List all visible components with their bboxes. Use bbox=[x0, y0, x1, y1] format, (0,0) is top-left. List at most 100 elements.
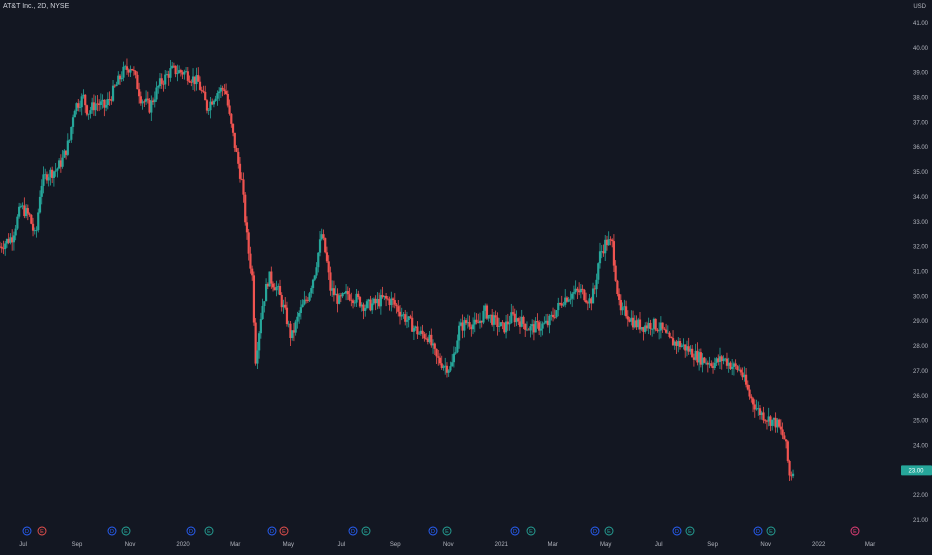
earnings-marker[interactable]: E bbox=[121, 526, 131, 536]
candle bbox=[325, 246, 329, 264]
price-axis[interactable]: 41.00 40.00 39.00 38.00 37.00 36.00 35.00 34.00… bbox=[913, 21, 929, 524]
candle bbox=[78, 100, 82, 112]
candle bbox=[628, 316, 631, 323]
earnings-marker[interactable]: E bbox=[526, 526, 536, 536]
candle bbox=[501, 320, 504, 330]
candle bbox=[654, 318, 657, 332]
candle bbox=[237, 148, 240, 169]
candle bbox=[42, 166, 45, 194]
candle bbox=[204, 85, 207, 101]
candle bbox=[292, 323, 296, 342]
candle bbox=[595, 273, 598, 298]
candle bbox=[532, 319, 536, 341]
candle bbox=[124, 64, 127, 70]
candle bbox=[207, 107, 210, 115]
candle bbox=[89, 106, 92, 119]
candle bbox=[503, 322, 506, 334]
x-tick-label: Sep bbox=[72, 542, 83, 548]
candle bbox=[51, 166, 54, 184]
candle bbox=[285, 301, 289, 327]
candle bbox=[268, 271, 271, 287]
candle bbox=[548, 314, 551, 334]
dividend-marker[interactable]: D bbox=[428, 526, 438, 536]
earnings-marker[interactable]: E bbox=[279, 526, 289, 536]
candle bbox=[275, 280, 278, 297]
earnings-marker[interactable]: E bbox=[685, 526, 695, 536]
candle bbox=[353, 299, 356, 307]
candle bbox=[524, 323, 527, 337]
candle bbox=[318, 230, 322, 257]
candle bbox=[146, 91, 149, 104]
candle bbox=[139, 91, 142, 106]
earnings-marker[interactable]: E bbox=[850, 526, 860, 536]
dividend-marker[interactable]: D bbox=[348, 526, 358, 536]
dividend-marker[interactable]: D bbox=[510, 526, 520, 536]
candle bbox=[765, 419, 769, 430]
candle bbox=[84, 94, 87, 113]
x-tick-label: Mar bbox=[230, 542, 240, 548]
last-price-badge bbox=[901, 465, 932, 476]
earnings-marker[interactable]: E bbox=[442, 526, 452, 536]
candle bbox=[287, 320, 290, 328]
candle bbox=[525, 321, 529, 332]
dividend-marker[interactable]: D bbox=[107, 526, 117, 536]
dividend-marker[interactable]: D bbox=[186, 526, 196, 536]
earnings-marker[interactable]: E bbox=[361, 526, 371, 536]
candle bbox=[738, 364, 741, 372]
candle bbox=[244, 192, 247, 226]
candle bbox=[746, 380, 749, 391]
candle bbox=[762, 406, 765, 424]
candle bbox=[183, 69, 186, 80]
earnings-marker[interactable]: E bbox=[37, 526, 47, 536]
candle bbox=[732, 361, 736, 376]
candle bbox=[188, 75, 191, 83]
earnings-marker[interactable]: E bbox=[204, 526, 214, 536]
dividend-marker[interactable]: D bbox=[22, 526, 32, 536]
candle bbox=[529, 323, 532, 338]
candle bbox=[331, 280, 334, 297]
candle bbox=[562, 301, 565, 307]
candles-layer bbox=[0, 58, 795, 481]
x-tick-label: May bbox=[600, 542, 611, 548]
candle bbox=[703, 356, 706, 364]
candle bbox=[218, 87, 221, 101]
earnings-marker[interactable]: E bbox=[604, 526, 614, 536]
candle bbox=[426, 336, 429, 345]
candle bbox=[484, 303, 487, 319]
candle bbox=[600, 244, 603, 259]
dividend-marker[interactable]: D bbox=[590, 526, 600, 536]
candle bbox=[630, 310, 633, 326]
time-axis[interactable]: Jul Sep Nov 2020 Mar May Jul Sep Nov 2021 Mar May Ju… bbox=[19, 542, 875, 548]
candle bbox=[148, 98, 151, 114]
svg-text:D: D bbox=[270, 529, 274, 535]
candle bbox=[270, 266, 273, 289]
candle bbox=[722, 355, 725, 365]
candle bbox=[231, 123, 235, 137]
candle bbox=[365, 299, 369, 310]
candle bbox=[245, 216, 249, 240]
candle bbox=[626, 310, 629, 327]
candle bbox=[393, 293, 396, 309]
x-tick-label: Sep bbox=[707, 542, 718, 548]
candle bbox=[162, 80, 165, 92]
candle bbox=[591, 282, 595, 304]
candle bbox=[91, 97, 94, 114]
candle bbox=[638, 311, 642, 334]
svg-text:D: D bbox=[189, 529, 193, 535]
candle bbox=[143, 99, 146, 108]
candle bbox=[435, 348, 438, 365]
candle bbox=[569, 291, 572, 305]
candle bbox=[30, 214, 33, 225]
dividend-marker[interactable]: D bbox=[753, 526, 763, 536]
candle bbox=[713, 357, 716, 371]
candle bbox=[489, 314, 492, 323]
earnings-marker[interactable]: E bbox=[766, 526, 776, 536]
candle bbox=[583, 288, 586, 302]
dividend-marker[interactable]: D bbox=[267, 526, 277, 536]
candle bbox=[193, 76, 196, 92]
candle bbox=[174, 65, 177, 78]
dividend-marker[interactable]: D bbox=[672, 526, 682, 536]
candle bbox=[564, 289, 567, 308]
